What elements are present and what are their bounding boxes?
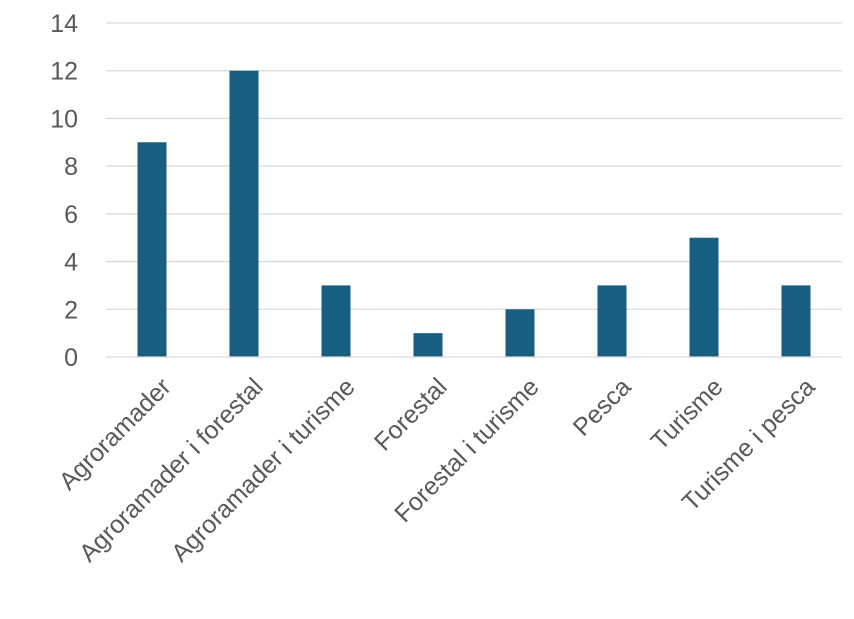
- bar: [689, 237, 719, 357]
- bar: [321, 285, 351, 357]
- x-category-label: Agroramader i turisme: [166, 373, 361, 568]
- y-tick-label: 14: [50, 10, 78, 38]
- bar: [505, 309, 535, 357]
- bar: [229, 70, 259, 357]
- x-category-label: Agroramader i forestal: [74, 373, 269, 568]
- bars: [137, 70, 811, 357]
- x-category-label: Pesca: [568, 373, 637, 442]
- y-tick-label: 10: [50, 105, 78, 133]
- bar: [597, 285, 627, 357]
- y-tick-label: 6: [64, 201, 78, 229]
- y-tick-label: 8: [64, 153, 78, 181]
- y-tick-label: 0: [64, 344, 78, 372]
- y-tick-label: 2: [64, 296, 78, 324]
- y-tick-label: 12: [50, 58, 78, 86]
- gridlines: [106, 22, 842, 310]
- bar: [781, 285, 811, 357]
- y-axis-tick-labels: 0 2 4 6 8 10 12 14: [50, 10, 78, 372]
- y-tick-label: 4: [64, 249, 78, 277]
- bar: [137, 142, 167, 357]
- bar: [413, 333, 443, 357]
- x-category-label: Forestal: [369, 373, 453, 457]
- x-category-label: Turisme: [646, 373, 729, 456]
